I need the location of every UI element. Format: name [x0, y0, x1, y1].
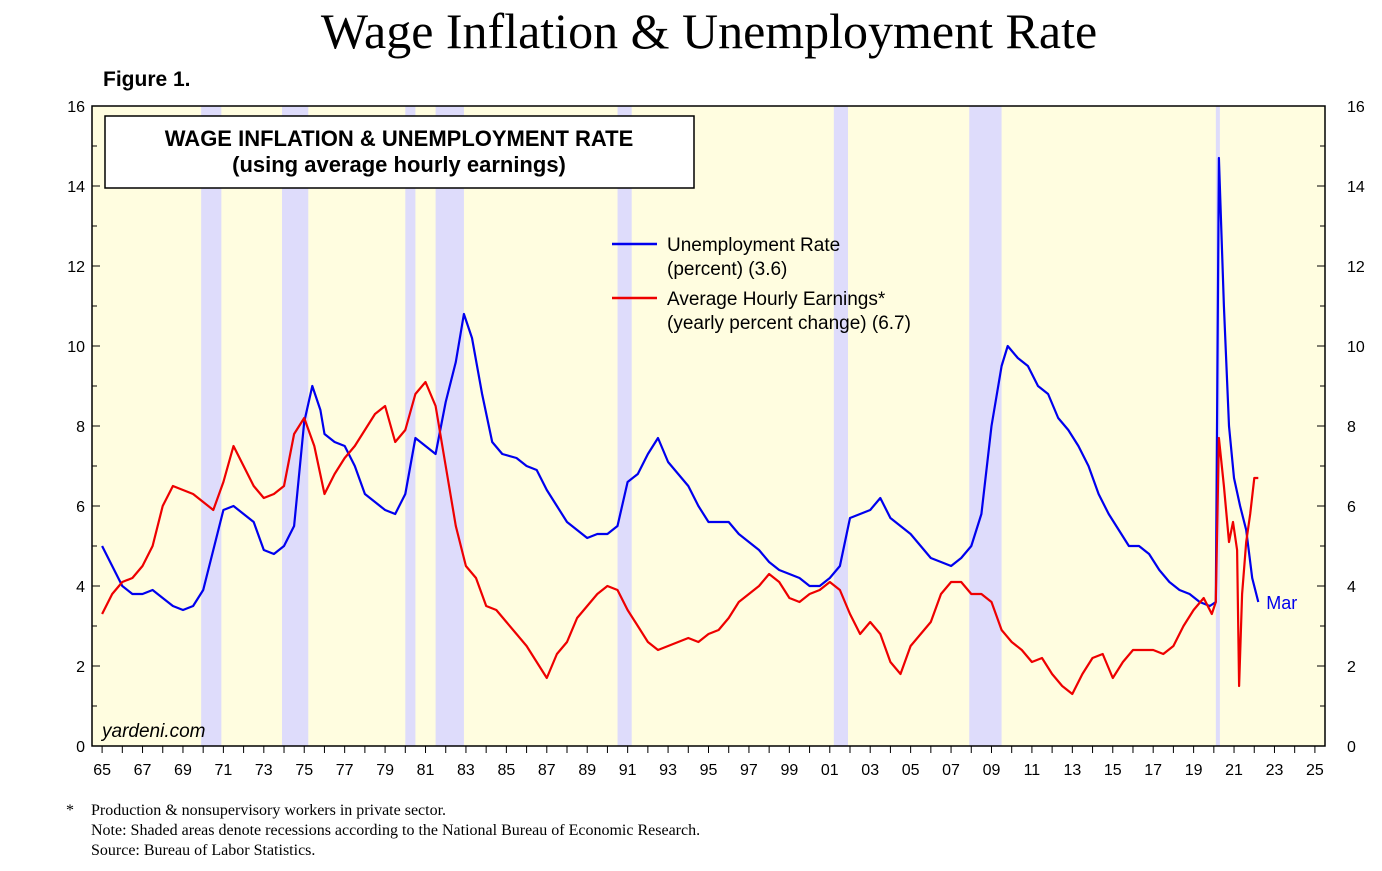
- y-tick-label-right-0: 0: [1347, 739, 1356, 756]
- x-tick-label-65: 65: [93, 762, 111, 779]
- x-tick-label-89: 89: [578, 762, 596, 779]
- series-lines: [101, 156, 1260, 696]
- x-tick-label-93: 93: [659, 762, 677, 779]
- x-tick-label-69: 69: [174, 762, 192, 779]
- y-tick-label-left-14: 14: [67, 179, 85, 196]
- page-title: Wage Inflation & Unemployment Rate: [320, 3, 1098, 59]
- x-tick-label-23: 23: [1266, 762, 1284, 779]
- footnotes: * Production & nonsupervisory workers in…: [66, 801, 700, 861]
- x-tick-label-13: 13: [1063, 762, 1081, 779]
- x-tick-label-11: 11: [1024, 762, 1041, 779]
- y-tick-label-left-0: 0: [76, 739, 85, 756]
- x-tick-label-15: 15: [1104, 762, 1122, 779]
- y-tick-label-left-2: 2: [76, 659, 85, 676]
- y-tick-label-left-8: 8: [76, 419, 85, 436]
- wage-unemployment-chart: 0 0 2 2 4 4 6 6 8 8 10 10 12 12 14 14 16 16 65 67 69 71 73 75 77…: [67, 99, 1365, 779]
- chart-title-line2: (using average hourly earnings): [232, 152, 566, 177]
- x-tick-label-71: 71: [214, 762, 232, 779]
- x-tick-label-17: 17: [1144, 762, 1162, 779]
- x-tick-label-75: 75: [295, 762, 313, 779]
- legend-sublabel-unemployment: (percent) (3.6): [667, 259, 787, 280]
- x-tick-label-99: 99: [780, 762, 798, 779]
- legend-label-earnings: Average Hourly Earnings*: [667, 289, 886, 310]
- recession-shading: [201, 106, 1220, 746]
- footnote-line3: Source: Bureau of Labor Statistics.: [91, 842, 316, 859]
- y-tick-label-left-4: 4: [76, 579, 85, 596]
- footnote-line1: Production & nonsupervisory workers in p…: [91, 802, 447, 819]
- x-tick-label-77: 77: [336, 762, 354, 779]
- x-tick-label-21: 21: [1225, 762, 1243, 779]
- series-line-1: [101, 380, 1259, 696]
- y-tick-label-right-6: 6: [1347, 499, 1356, 516]
- footnote-line2: Note: Shaded areas denote recessions acc…: [91, 822, 701, 839]
- x-tick-label-73: 73: [255, 762, 273, 779]
- y-tick-label-right-2: 2: [1347, 659, 1356, 676]
- y-tick-label-left-10: 10: [67, 339, 85, 356]
- x-tick-label-91: 91: [619, 762, 637, 779]
- y-tick-label-right-4: 4: [1347, 579, 1356, 596]
- x-tick-label-09: 09: [983, 762, 1001, 779]
- x-tick-label-01: 01: [821, 762, 839, 779]
- x-tick-label-19: 19: [1185, 762, 1203, 779]
- y-tick-label-right-8: 8: [1347, 419, 1356, 436]
- x-tick-label-67: 67: [134, 762, 152, 779]
- plot-frame: [91, 105, 1326, 747]
- recession-band-5: [833, 106, 848, 746]
- legend-label-unemployment: Unemployment Rate: [667, 235, 840, 256]
- x-tick-label-79: 79: [376, 762, 394, 779]
- y-tick-label-left-12: 12: [67, 259, 85, 276]
- watermark: yardeni.com: [100, 721, 206, 742]
- x-tick-label-85: 85: [497, 762, 515, 779]
- recession-band-0: [201, 106, 222, 746]
- x-tick-label-83: 83: [457, 762, 475, 779]
- x-tick-label-87: 87: [538, 762, 556, 779]
- x-tick-label-07: 07: [942, 762, 960, 779]
- legend-sublabel-earnings: (yearly percent change) (6.7): [667, 313, 911, 334]
- y-tick-label-right-16: 16: [1347, 99, 1365, 116]
- recession-band-2: [405, 106, 416, 746]
- chart-title-line1: WAGE INFLATION & UNEMPLOYMENT RATE: [165, 126, 634, 151]
- end-label-mar: Mar: [1266, 593, 1297, 613]
- x-tick-label-81: 81: [417, 762, 435, 779]
- series-line-0: [101, 156, 1260, 612]
- y-tick-label-left-16: 16: [67, 99, 85, 116]
- chart-title-box: [104, 115, 695, 189]
- recession-band-6: [969, 106, 1002, 746]
- x-tick-label-25: 25: [1306, 762, 1324, 779]
- footnote-asterisk: *: [66, 802, 74, 819]
- y-tick-label-right-10: 10: [1347, 339, 1365, 356]
- figure-label: Figure 1.: [103, 68, 191, 91]
- y-tick-label-left-6: 6: [76, 499, 85, 516]
- axis-ticks: 0 0 2 2 4 4 6 6 8 8 10 10 12 12 14 14 16 16 65 67 69 71 73 75 77…: [67, 99, 1365, 779]
- x-tick-label-95: 95: [700, 762, 718, 779]
- recession-band-4: [617, 106, 632, 746]
- x-tick-label-03: 03: [861, 762, 879, 779]
- y-tick-label-right-14: 14: [1347, 179, 1365, 196]
- x-tick-label-05: 05: [902, 762, 920, 779]
- x-tick-label-97: 97: [740, 762, 758, 779]
- y-tick-label-right-12: 12: [1347, 259, 1365, 276]
